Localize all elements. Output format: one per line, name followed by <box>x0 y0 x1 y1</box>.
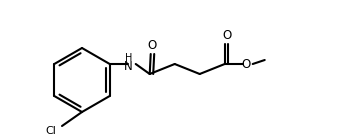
Text: O: O <box>147 39 156 52</box>
Text: N: N <box>124 59 133 72</box>
Text: Cl: Cl <box>46 126 56 136</box>
Text: H: H <box>125 53 132 63</box>
Text: O: O <box>222 29 232 42</box>
Text: O: O <box>241 58 250 71</box>
